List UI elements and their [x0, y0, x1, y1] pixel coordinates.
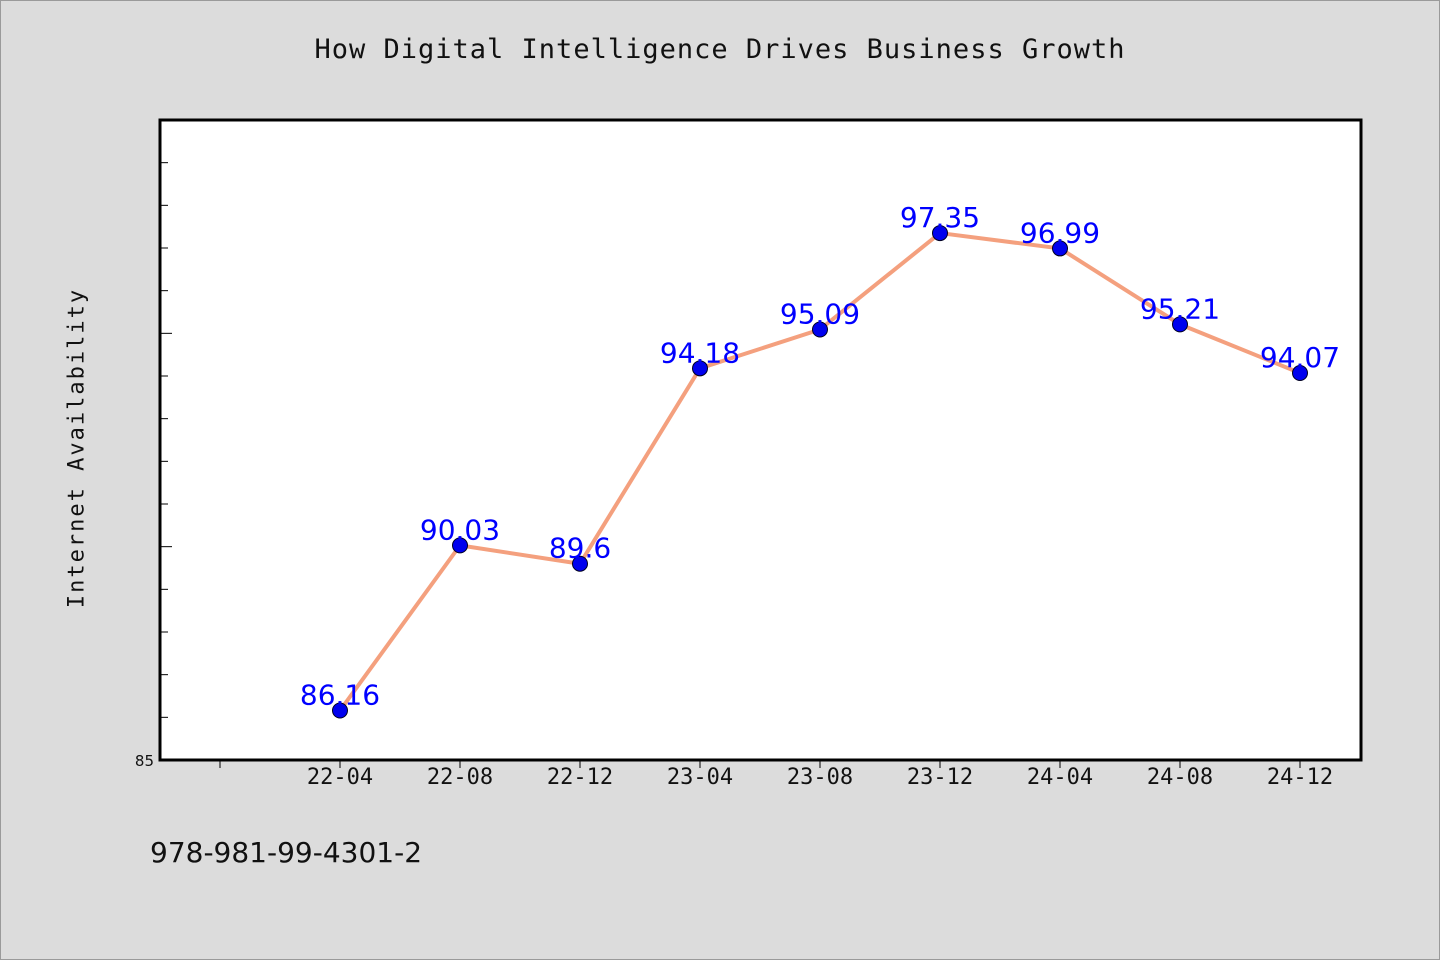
plot-area	[158, 118, 1363, 762]
series-layer: 86.16 90.03 89.6 94.18 95.09 97.35 96.99 95.21 9…	[300, 201, 1340, 719]
footer-isbn: 978-981-99-4301-2	[150, 836, 423, 869]
data-label: 86.16	[300, 679, 380, 712]
data-point	[1292, 365, 1308, 382]
data-label: 95.09	[780, 297, 860, 330]
x-tick-label: 23-04	[667, 765, 733, 790]
data-label: 95.21	[1140, 292, 1220, 325]
x-tick-label: 23-12	[907, 765, 973, 790]
data-point	[812, 321, 828, 338]
data-point	[692, 360, 708, 377]
data-point	[1172, 316, 1188, 333]
data-point	[332, 702, 348, 719]
data-point	[572, 555, 588, 572]
x-tick-label: 22-12	[547, 765, 613, 790]
data-label: 94.07	[1260, 341, 1340, 374]
data-point	[1052, 240, 1068, 257]
data-point	[932, 225, 948, 242]
data-label: 89.6	[549, 532, 611, 565]
x-tick-label: 24-12	[1267, 765, 1333, 790]
data-label: 97.35	[900, 201, 980, 234]
x-tick-label: 24-04	[1027, 765, 1093, 790]
x-tick-label: 22-08	[427, 765, 493, 790]
x-tick-label: 22-04	[307, 765, 373, 790]
chart-title: How Digital Intelligence Drives Business…	[314, 34, 1126, 65]
x-tick-label: 24-08	[1147, 765, 1213, 790]
y-axis-ticks: 85	[135, 162, 172, 770]
x-axis-ticks: 22-04 22-08 22-12 23-04 23-08 23-12 24-04 24-08…	[219, 760, 1333, 790]
y-tick-label: 85	[135, 752, 154, 770]
data-label: 96.99	[1020, 216, 1100, 249]
data-label: 90.03	[420, 513, 500, 546]
data-label: 94.18	[660, 336, 740, 369]
x-tick-label: 23-08	[787, 765, 853, 790]
data-point	[452, 537, 468, 554]
